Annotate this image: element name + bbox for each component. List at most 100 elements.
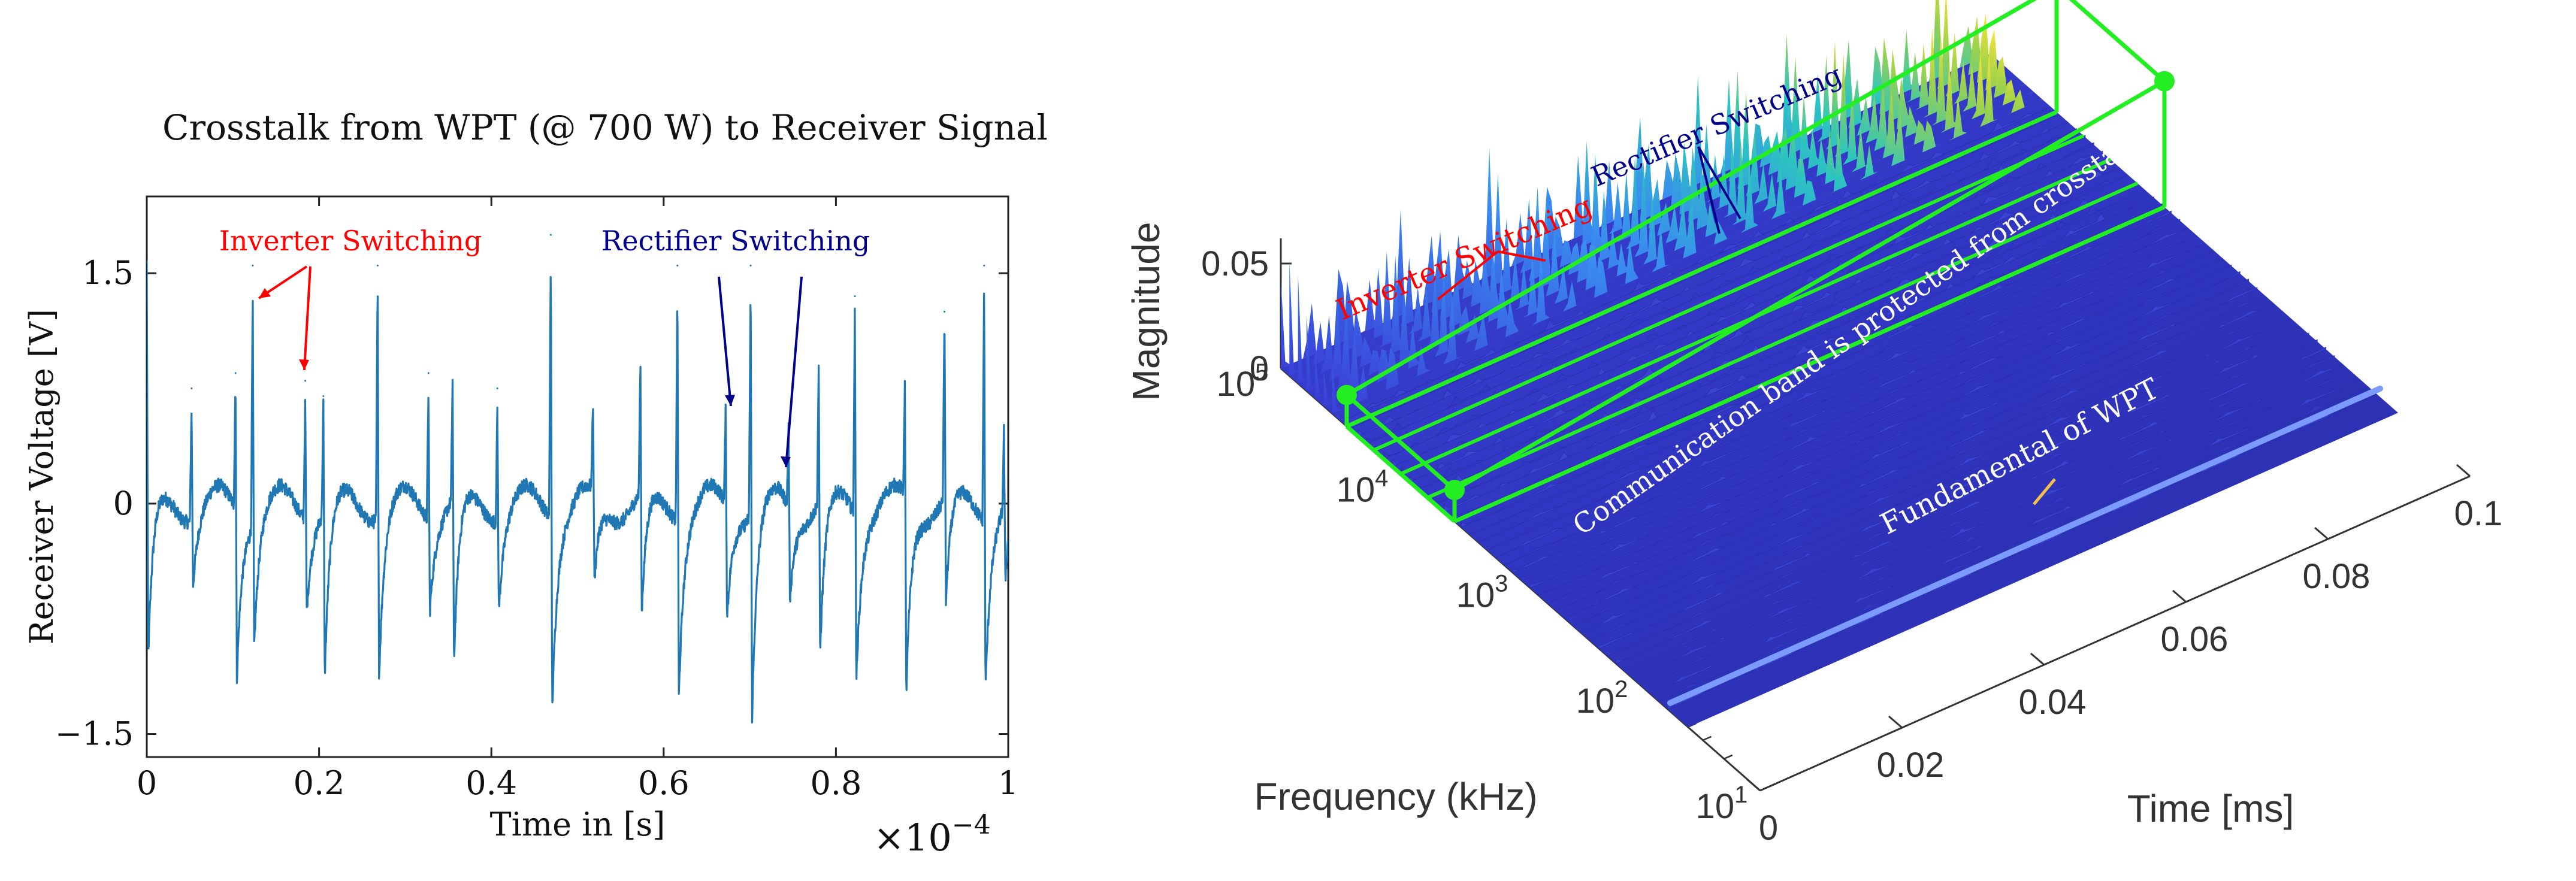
x-tick-label: 0.6 (638, 764, 690, 802)
spike-peak-point (1003, 426, 1005, 428)
surface-strip (1632, 364, 2344, 680)
surface-strip (1504, 250, 2215, 566)
time-tick (2456, 464, 2471, 477)
spike-peak-point (592, 410, 594, 413)
surface-strip (1555, 296, 2266, 611)
fundamental-ridge (1667, 385, 2383, 706)
surface-strip (1392, 150, 2103, 468)
spike-peak-point (451, 383, 453, 385)
frequency-tick-label: 102 (1576, 676, 1628, 720)
x-tick-label: 0.4 (465, 764, 517, 802)
surface-strip (1298, 13, 2008, 384)
band-box-corner (1444, 480, 1465, 501)
spike-peak-point (376, 264, 379, 267)
surface-rectifier-arrow (1697, 146, 1721, 234)
surface-strip (1323, 53, 2034, 407)
frequency-tick-label: 101 (1696, 782, 1748, 826)
surface-inverter-arrow (1437, 250, 1499, 301)
spike-peak-point (147, 272, 148, 274)
band-box-corner (1337, 385, 1357, 405)
rectifier-arrow (718, 276, 732, 407)
spike-peak-point (983, 264, 985, 267)
surface-strip (1624, 355, 2335, 672)
rectifier-arrow-head (781, 456, 791, 467)
surface-floor (1281, 54, 2398, 728)
magnitude-axis-label: Magnitude (1124, 222, 1168, 401)
spike-peak-point (427, 372, 430, 374)
spike-peak-point (944, 310, 946, 313)
spike-peak-point (549, 234, 552, 236)
y-tick-label: 0 (113, 485, 134, 522)
time-tick-label: 0.04 (2019, 683, 2087, 722)
time-tick-label: 0.02 (1877, 746, 1945, 785)
x-tick-label: 0 (137, 764, 157, 802)
time-tick-label: 0.06 (2161, 620, 2229, 659)
inverter-arrow-head (259, 288, 271, 298)
surface-strip (1529, 271, 2241, 589)
surface-strip (1641, 371, 2352, 687)
x-tick-label: 1 (998, 764, 1018, 802)
inverter-arrow-head (299, 359, 309, 370)
left-annotations: Inverter Switching Rectifier Switching (219, 225, 870, 468)
spike-peak-point (854, 295, 856, 298)
spike-peak-point (749, 264, 752, 267)
frequency-minor-tick (1724, 754, 1733, 760)
time-tick (2172, 589, 2187, 603)
time-tick (2314, 526, 2329, 540)
surface-strip (1616, 347, 2327, 664)
spike-peak-point (304, 380, 307, 382)
surface-inverter-arrow (1497, 250, 1546, 262)
magnitude-tick-label: 0 (1250, 349, 1269, 388)
frequency-tick-label: 103 (1456, 571, 1508, 615)
left-axis-ticks: 0 0.2 0.4 0.6 0.8 1−1.501.5 (55, 196, 1018, 802)
surface-rectifier-arrow (1697, 146, 1741, 220)
surface-strip (1470, 219, 2181, 535)
x-multiplier-exponent: −4 (952, 810, 991, 840)
magnitude-tick-label: 0.05 (1201, 244, 1269, 283)
surface-strip (1332, 53, 2043, 414)
x-tick-label: 0.2 (294, 764, 345, 802)
surface-strip (1495, 243, 2206, 558)
rectifier-arrow (785, 276, 803, 468)
band-box-divider (1399, 158, 2112, 476)
frequency-minor-tick (1759, 783, 1776, 792)
surface-strip (1307, 27, 2016, 391)
surface-strip (1547, 287, 2258, 604)
fundamental-arrow (2033, 478, 2056, 505)
spike-peak-point (191, 387, 193, 390)
spike-peak-point (818, 364, 820, 367)
time-tick-label: 0 (1759, 809, 1778, 847)
surface-strip (1478, 228, 2189, 543)
receiver-voltage-series (147, 234, 1008, 723)
band-box-edge (1346, 0, 2037, 397)
spike-peak-point (322, 395, 325, 397)
band-box-divider (1372, 134, 2085, 452)
surface-strip (1452, 202, 2163, 520)
frequency-axis-label: Frequency (kHz) (1254, 775, 1538, 818)
spike-peak-point (676, 264, 679, 267)
inverter-switching-label: Inverter Switching (219, 225, 482, 257)
time-tick (2030, 652, 2045, 666)
surface-strip (1366, 128, 2077, 445)
band-box-edge (2069, 0, 2166, 83)
surface-strip (1658, 386, 2369, 703)
surface-strip (1409, 167, 2120, 483)
surface-strip (1315, 31, 2025, 399)
left-chart-title: Crosstalk from WPT (@ 700 W) to Receiver… (162, 107, 1048, 148)
frequency-tick-label: 104 (1337, 465, 1389, 509)
spike-peak-point (639, 372, 642, 374)
surface-strip (1581, 319, 2292, 634)
surface-strip (1650, 379, 2361, 695)
communication-band-box (1337, 0, 2175, 523)
rectifier-arrow-head (725, 395, 735, 406)
band-box-edge (1345, 393, 1456, 492)
frequency-minor-tick (1703, 735, 1712, 741)
time-domain-chart: Crosstalk from WPT (@ 700 W) to Receiver… (23, 107, 1048, 859)
spike-peak-point (252, 264, 254, 267)
surface-strip (1340, 107, 2051, 422)
surface-strip (1512, 258, 2223, 574)
left-y-axis-label: Receiver Voltage [V] (23, 309, 61, 644)
surface-strip (1357, 122, 2069, 437)
x-multiplier-base: ×10 (873, 816, 952, 859)
